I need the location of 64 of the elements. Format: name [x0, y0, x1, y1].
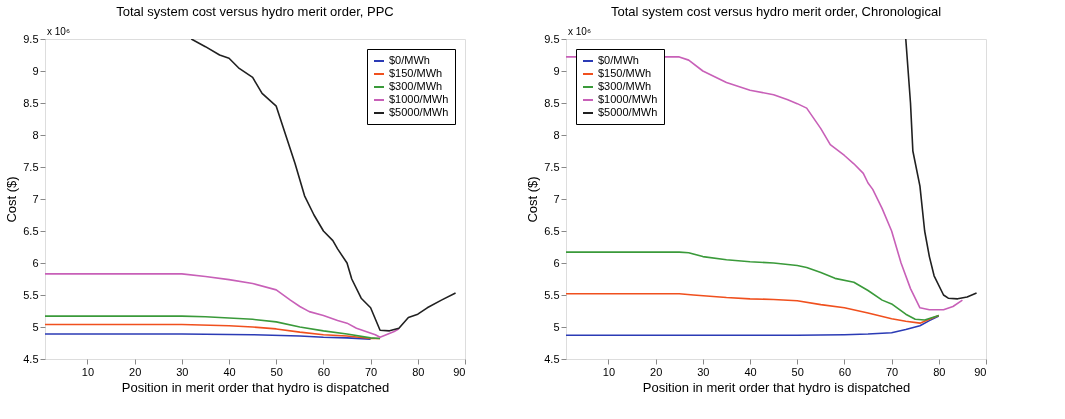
y-tick-label: 6.5: [544, 224, 560, 237]
x-tick-label: 80: [412, 365, 425, 378]
y-tick-label: 7.5: [23, 160, 39, 173]
legend-label: $1000/MWh: [598, 93, 658, 105]
y-axis-title: Cost ($): [525, 176, 541, 223]
y-tick-label: 5: [553, 320, 560, 333]
x-tick-label: 10: [81, 365, 95, 378]
legend-label: $0/MWh: [598, 54, 639, 66]
legend-label: $300/MWh: [389, 80, 443, 92]
legend-label: $150/MWh: [389, 67, 443, 79]
y-tick-label: 7.5: [544, 160, 560, 173]
legend-label: $5000/MWh: [598, 106, 658, 118]
line-series: [904, 39, 978, 300]
x-tick-label: 40: [223, 365, 236, 378]
legend-label: $1000/MWh: [389, 93, 449, 105]
legend-label: $150/MWh: [598, 67, 652, 79]
x-tick-label: 40: [744, 365, 757, 378]
x-tick-label: 50: [270, 365, 283, 378]
y-tick-label: 9.5: [544, 32, 560, 45]
y-tick-label: 6.5: [23, 224, 39, 237]
x-tick-label: 80: [933, 365, 946, 378]
x-tick-label: 50: [791, 365, 804, 378]
x-tick-label: 30: [176, 365, 189, 378]
y-tick-label: 6: [32, 256, 39, 269]
x-tick-label: 70: [885, 365, 899, 378]
y-tick-label: 8: [553, 128, 560, 141]
y-tick-label: 9: [553, 64, 560, 77]
line-series: [190, 39, 457, 332]
x-tick-label: 10: [602, 365, 616, 378]
y-tick-label: 7: [32, 192, 39, 205]
legend-label: $300/MWh: [598, 80, 652, 92]
y-tick-label: 9: [32, 64, 39, 77]
y-axis-title: Cost ($): [4, 176, 20, 223]
x-tick-label: 70: [364, 365, 378, 378]
text: x 10⁶: [568, 26, 592, 37]
x-axis-title: Position in merit order that hydro is dispatched: [121, 379, 390, 395]
line-series: [566, 315, 940, 337]
x-tick-label: 20: [650, 365, 663, 378]
line-series: [45, 273, 400, 339]
y-tick-label: 8.5: [544, 96, 560, 109]
chart-title: Total system cost versus hydro merit order, Chronological: [610, 4, 942, 19]
x-tick-label: 90: [974, 365, 987, 378]
legend-label: $0/MWh: [389, 54, 430, 66]
x-tick-label: 60: [317, 365, 331, 378]
y-tick-label: 9.5: [23, 32, 39, 45]
legend-label: $5000/MWh: [389, 106, 449, 118]
y-tick-label: 5.5: [23, 288, 39, 301]
y-tick-label: 7: [553, 192, 560, 205]
x-tick-label: 90: [453, 365, 466, 378]
y-tick-label: 5.5: [544, 288, 560, 301]
x-tick-label: 30: [697, 365, 710, 378]
x-tick-label: 20: [129, 365, 142, 378]
y-tick-label: 8: [32, 128, 39, 141]
line-series: [566, 251, 940, 321]
line-series: [45, 315, 381, 340]
y-tick-label: 6: [553, 256, 560, 269]
y-tick-label: 4.5: [544, 352, 560, 365]
chart-title: Total system cost versus hydro merit order, PPC: [116, 4, 394, 19]
y-tick-label: 5: [32, 320, 39, 333]
text: x 10⁶: [47, 26, 71, 37]
x-axis-title: Position in merit order that hydro is dispatched: [642, 379, 911, 395]
y-tick-label: 4.5: [23, 352, 39, 365]
x-tick-label: 60: [838, 365, 852, 378]
y-tick-label: 8.5: [23, 96, 39, 109]
